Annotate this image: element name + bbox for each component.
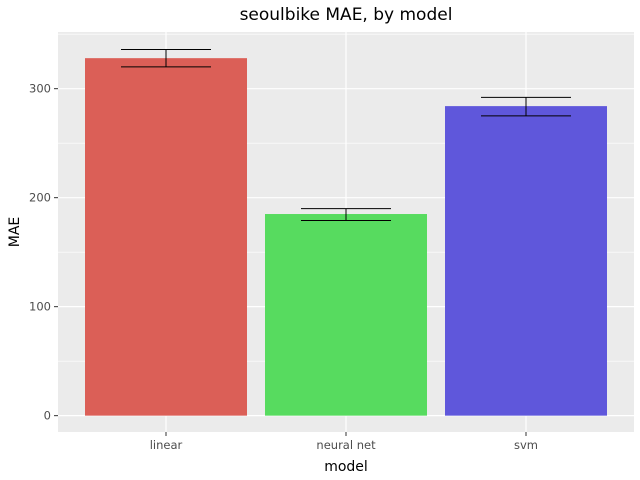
bar-neural-net (265, 214, 427, 416)
y-tick-label: 200 (29, 191, 51, 205)
y-tick-label: 100 (29, 300, 51, 314)
error-bar-layer (121, 48, 571, 222)
x-axis-title: model (324, 459, 368, 475)
y-axis-title: MAE (7, 217, 23, 248)
bar-svm (445, 106, 607, 416)
x-tick-label: svm (514, 438, 538, 452)
axis-layer: 0 100 200 300 linear neural net svm (29, 82, 538, 452)
x-tick-label: neural net (316, 438, 376, 452)
bar-linear (85, 58, 247, 416)
bar-layer (85, 58, 607, 416)
chart-title: seoulbike MAE, by model (240, 5, 453, 25)
y-tick-label: 0 (44, 409, 51, 423)
x-tick-label: linear (150, 438, 183, 452)
y-tick-label: 300 (29, 82, 51, 96)
